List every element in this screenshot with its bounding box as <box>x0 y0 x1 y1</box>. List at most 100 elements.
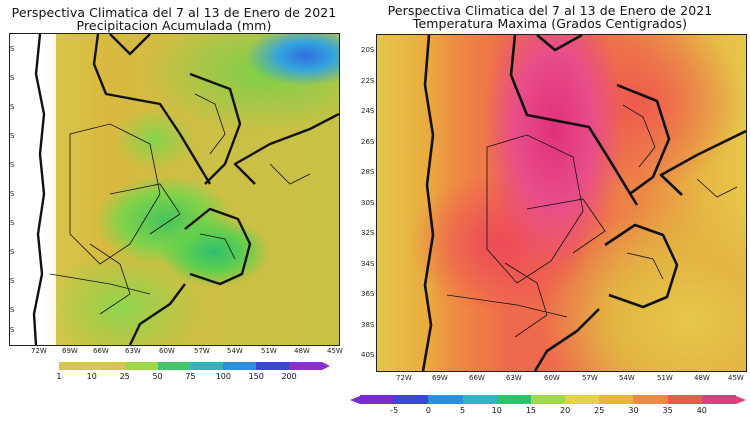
precip-legend-cell <box>289 362 322 370</box>
precip-lat-tick: S <box>10 103 15 111</box>
temp-legend <box>350 395 746 404</box>
temp-legend-label: 35 <box>662 406 673 415</box>
precip-lon-tick: 66W <box>93 347 109 355</box>
precip-legend-cell <box>223 362 257 370</box>
temp-lon-tick: 72W <box>396 374 412 382</box>
precip-borders <box>32 34 339 345</box>
precip-legend-label: 1 <box>56 372 62 381</box>
precipitation-map-panel: Perspectiva Climatica del 7 al 13 de Ene… <box>0 0 348 422</box>
precip-title-line1: Perspectiva Climatica del 7 al 13 de Ene… <box>11 5 337 20</box>
temperature-map-panel: Perspectiva Climatica del 7 al 13 de Ene… <box>350 0 750 422</box>
temp-lon-tick: 60W <box>544 374 560 382</box>
precip-lon-tick: 69W <box>62 347 78 355</box>
precip-legend-cell <box>190 362 224 370</box>
temp-lon-tick: 66W <box>469 374 485 382</box>
precip-lon-tick: 45W <box>327 347 343 355</box>
precip-legend-cell <box>124 362 158 370</box>
temp-lon-tick: 63W <box>506 374 522 382</box>
temp-lat-tick: 24S <box>361 107 375 115</box>
precip-legend-cell <box>157 362 191 370</box>
temp-lat-tick: 22S <box>361 77 375 85</box>
precip-lon-tick: 54W <box>227 347 243 355</box>
temp-legend-cell <box>462 395 497 404</box>
precip-legend-label: 10 <box>86 372 97 381</box>
precip-lon-tick: 57W <box>194 347 210 355</box>
precip-legend-cell <box>91 362 125 370</box>
temp-legend-label: 40 <box>696 406 707 415</box>
precip-legend-label: 150 <box>248 372 264 381</box>
temp-legend-cell <box>667 395 702 404</box>
precip-legend-label: 75 <box>185 372 196 381</box>
precip-lon-tick: 72W <box>31 347 47 355</box>
precip-legend-label: 25 <box>119 372 130 381</box>
precip-field <box>10 34 339 345</box>
temp-legend-cell <box>599 395 634 404</box>
temp-legend-arrow-left <box>350 395 360 404</box>
temp-legend-label: 30 <box>628 406 639 415</box>
precip-lat-tick: S <box>10 161 15 169</box>
precip-legend-cell <box>26 362 59 370</box>
temp-legend-bar <box>360 395 736 404</box>
temp-legend-label: 20 <box>559 406 571 415</box>
temp-lat-tick: 36S <box>361 290 375 298</box>
temp-legend-label: 10 <box>491 406 502 415</box>
temp-legend-cell <box>701 395 736 404</box>
precip-lat-tick: S <box>10 190 15 198</box>
temp-legend-cell <box>428 395 463 404</box>
precip-lon-tick: 63W <box>125 347 141 355</box>
temp-legend-arrow-right <box>736 395 746 404</box>
temp-legend-label: 0 <box>425 406 431 415</box>
temp-lat-tick: 32S <box>361 229 375 237</box>
temp-lon-ticks: 72W 69W 66W 63W 60W 57W 54W 51W 48W 45W <box>376 374 745 384</box>
temp-legend-cell <box>633 395 668 404</box>
temp-legend-cell <box>565 395 600 404</box>
precip-lon-tick: 51W <box>261 347 277 355</box>
precip-lat-tick: S <box>10 45 15 53</box>
precip-lat-tick: S <box>10 219 15 227</box>
temp-legend-cell <box>394 395 429 404</box>
precip-lon-ticks: 72W 69W 66W 63W 60W 57W 54W 51W 48W 45W <box>9 347 343 357</box>
precip-legend-cell <box>58 362 92 370</box>
temp-lat-tick: 28S <box>361 168 375 176</box>
temp-lon-tick: 69W <box>432 374 448 382</box>
temp-lat-ticks: 20S 22S 24S 26S 28S 30S 32S 34S 36S 38S … <box>360 34 376 370</box>
temp-title-line2: Temperatura Maxima (Grados Centigrados) <box>412 16 688 31</box>
precip-lon-tick: 48W <box>294 347 310 355</box>
temp-lat-tick: 34S <box>361 260 375 268</box>
temp-lon-tick: 45W <box>728 374 744 382</box>
precip-legend-arrow-left <box>18 362 26 370</box>
precip-lat-tick: S <box>10 248 15 256</box>
temp-lat-tick: 30S <box>361 199 375 207</box>
precip-lat-tick: S <box>10 74 15 82</box>
temp-legend-cell <box>530 395 566 404</box>
precip-lat-tick: S <box>10 132 15 140</box>
precip-title-line2: Precipitacion Acumulada (mm) <box>76 18 272 33</box>
temp-legend-label: 25 <box>594 406 605 415</box>
temp-legend-label: -5 <box>390 406 399 415</box>
precip-lat-tick: S <box>10 326 15 334</box>
precip-lon-tick: 60W <box>159 347 175 355</box>
precip-legend-label: 100 <box>215 372 231 381</box>
precip-lat-ticks: S S S S S S S S S S S <box>10 34 20 345</box>
temp-legend-cell <box>360 395 395 404</box>
temp-lat-tick: 20S <box>361 46 375 54</box>
temp-lon-tick: 51W <box>657 374 673 382</box>
temp-borders <box>421 35 746 371</box>
temp-map-frame <box>376 34 747 372</box>
precip-legend-label: 200 <box>281 372 297 381</box>
precip-lat-tick: S <box>10 306 15 314</box>
temp-legend-cell <box>496 395 531 404</box>
temp-lon-tick: 48W <box>694 374 710 382</box>
precip-legend-bar <box>26 362 322 370</box>
temp-title-line1: Perspectiva Climatica del 7 al 13 de Ene… <box>387 3 713 18</box>
precip-legend <box>18 362 330 370</box>
precip-legend-labels: 1 10 25 50 75 100 150 200 <box>26 372 322 382</box>
precip-legend-arrow-right <box>322 362 330 370</box>
temp-legend-label: 5 <box>459 406 466 415</box>
temp-legend-labels: -5 0 5 10 15 20 25 30 35 40 <box>360 406 736 416</box>
temp-lat-tick: 38S <box>361 321 375 329</box>
precip-legend-label: 50 <box>152 372 163 381</box>
precip-lat-tick: S <box>10 277 15 285</box>
precip-legend-cell <box>256 362 289 370</box>
temp-lat-tick: 40S <box>361 351 375 359</box>
